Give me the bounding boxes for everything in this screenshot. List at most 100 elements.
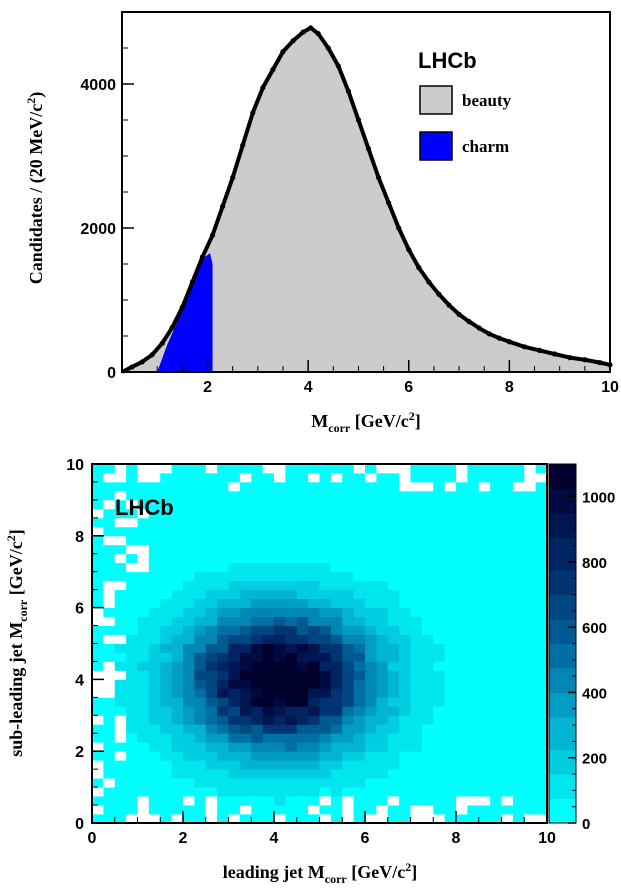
heatmap-cell xyxy=(456,778,468,788)
heatmap-cell xyxy=(353,464,366,474)
heatmap-cell xyxy=(467,814,480,824)
heatmap-cell xyxy=(114,670,127,680)
heatmap-cell xyxy=(285,580,298,591)
heatmap-cell xyxy=(478,760,491,770)
heatmap-cell xyxy=(285,787,298,797)
heatmap-cell xyxy=(467,796,480,806)
colorbar-segment xyxy=(549,464,576,473)
data-point xyxy=(270,67,276,73)
heatmap-cell xyxy=(239,517,252,528)
heatmap-cell xyxy=(262,634,275,644)
heatmap-cell xyxy=(535,508,548,519)
heatmap-cell xyxy=(103,796,116,806)
heatmap-cell xyxy=(387,724,400,734)
heatmap-cell xyxy=(92,805,104,815)
heatmap-cell xyxy=(342,751,355,761)
heatmap-cell xyxy=(217,661,229,671)
heatmap-cell xyxy=(342,589,355,600)
heatmap-cell xyxy=(114,553,127,564)
heatmap-cell xyxy=(478,679,491,689)
heatmap-cell xyxy=(365,697,377,707)
heatmap-cell xyxy=(421,508,434,519)
heatmap-cell xyxy=(467,499,480,510)
heatmap-cell xyxy=(148,526,161,537)
heatmap-cell xyxy=(330,562,343,573)
heatmap-cell xyxy=(308,805,320,815)
heatmap-cell xyxy=(308,571,320,582)
heatmap-cell xyxy=(535,464,548,474)
heatmap-cell xyxy=(342,787,355,797)
heatmap-cell xyxy=(330,634,343,644)
heatmap-cell xyxy=(217,571,229,582)
heatmap-cell xyxy=(114,598,127,608)
heatmap-cell xyxy=(148,643,161,653)
heatmap-cell xyxy=(421,652,434,662)
heatmap-cell xyxy=(524,517,537,528)
heatmap-cell xyxy=(410,562,423,573)
heatmap-cell xyxy=(342,464,355,474)
heatmap-cell xyxy=(330,652,343,662)
heatmap-cell xyxy=(319,697,332,707)
heatmap-cell xyxy=(376,715,389,725)
heatmap-cell xyxy=(262,805,275,815)
heatmap-cell xyxy=(342,778,355,788)
heatmap-cell xyxy=(353,643,366,653)
heatmap-cell xyxy=(387,760,400,770)
heatmap-cell xyxy=(342,544,355,555)
heatmap-cell xyxy=(467,634,480,644)
heatmap-cell xyxy=(160,589,173,600)
heatmap-cell xyxy=(239,643,252,653)
heatmap-cell xyxy=(217,760,229,770)
heatmap-cell xyxy=(365,562,377,573)
heatmap-cell xyxy=(444,733,457,743)
heatmap-cell xyxy=(387,697,400,707)
heatmap-cell xyxy=(126,589,138,600)
heatmap-cell xyxy=(103,481,116,492)
data-point xyxy=(199,254,206,260)
heatmap-cell xyxy=(490,670,502,680)
heatmap-cell xyxy=(160,464,173,474)
heatmap-cell xyxy=(376,481,389,492)
heatmap-cell xyxy=(126,562,138,573)
heatmap-cell xyxy=(399,796,411,806)
heatmap-cell xyxy=(228,464,241,474)
heatmap-cell xyxy=(171,598,184,608)
heatmap-cell xyxy=(467,769,480,779)
heatmap-cell xyxy=(148,751,161,761)
heatmap-cell xyxy=(524,706,537,716)
heatmap-cell xyxy=(285,751,298,761)
heatmap-cell xyxy=(228,814,241,824)
x-tick-label: 6 xyxy=(404,379,413,396)
heatmap-cell xyxy=(183,814,195,824)
heatmap-cell xyxy=(399,688,411,698)
heatmap-cell xyxy=(456,796,468,806)
heatmap-cells xyxy=(92,464,548,824)
heatmap-cell xyxy=(92,778,104,788)
heatmap-cell xyxy=(433,697,446,707)
heatmap-cell xyxy=(421,814,434,824)
heatmap-cell xyxy=(433,616,446,626)
heatmap-cell xyxy=(512,544,525,555)
heatmap-cell xyxy=(251,814,264,824)
heatmap-cell xyxy=(228,805,241,815)
heatmap-cell xyxy=(387,589,400,600)
heatmap-cell xyxy=(501,697,514,707)
heatmap-cell xyxy=(183,805,195,815)
top-y-axis-title: Candidates / (20 MeV/c2) xyxy=(24,92,47,284)
heatmap-cell xyxy=(137,706,150,716)
heatmap-cell xyxy=(160,652,173,662)
heatmap-cell xyxy=(274,661,286,671)
heatmap-cell xyxy=(410,697,423,707)
data-point xyxy=(365,146,372,152)
heatmap-cell xyxy=(148,706,161,716)
legend-beauty-label: beauty xyxy=(462,91,512,110)
heatmap-cell xyxy=(478,805,491,815)
heatmap-cell xyxy=(512,760,525,770)
heatmap-cell xyxy=(444,598,457,608)
heatmap-cell xyxy=(456,787,468,797)
heatmap-cell xyxy=(160,760,173,770)
heatmap-cell xyxy=(183,697,195,707)
heatmap-cell xyxy=(137,796,150,806)
heatmap-cell xyxy=(194,724,207,734)
